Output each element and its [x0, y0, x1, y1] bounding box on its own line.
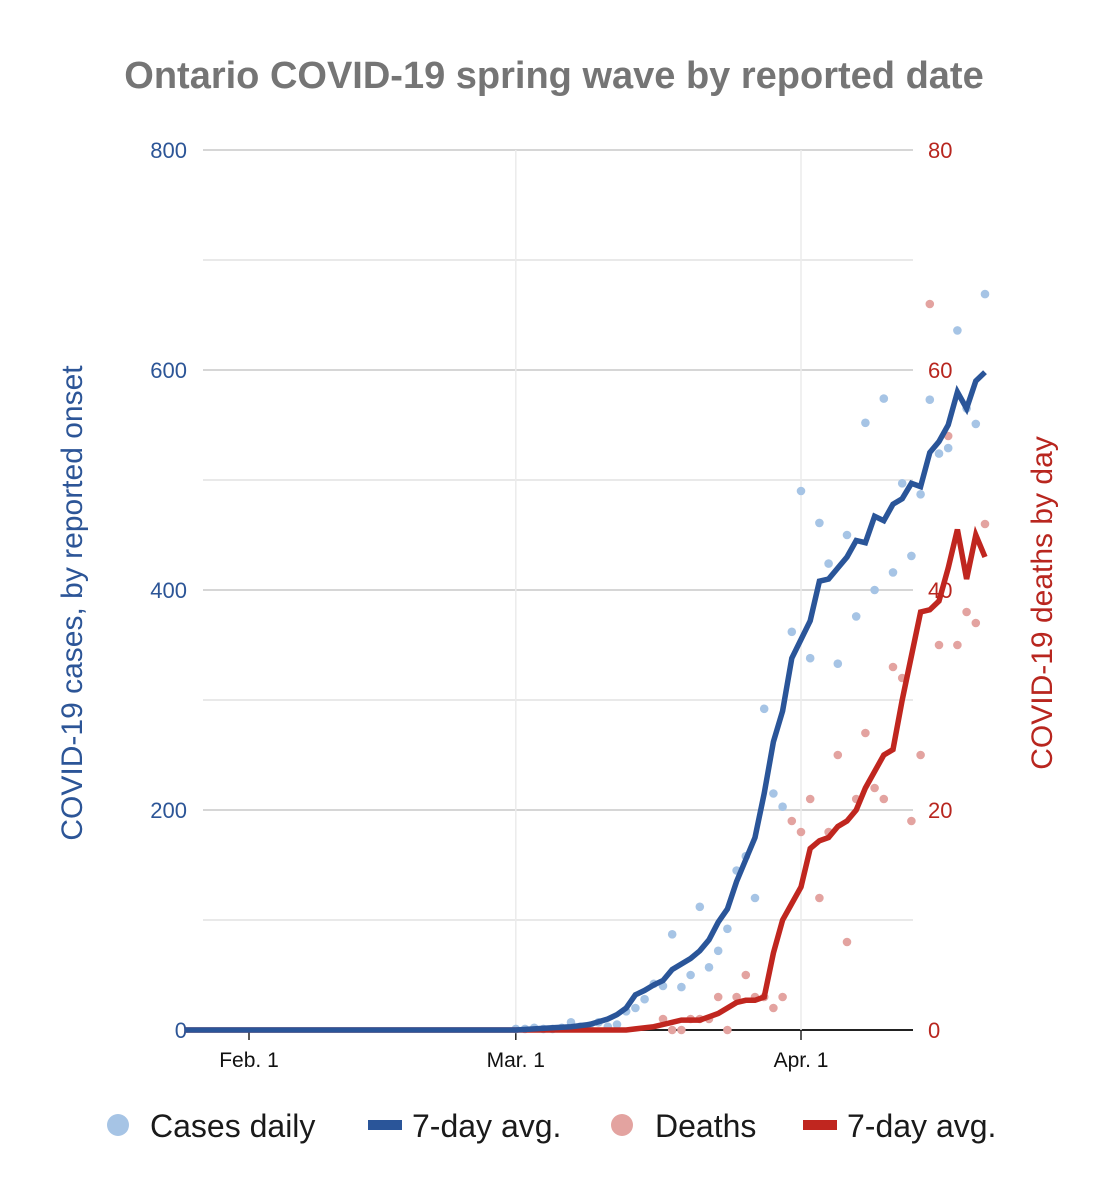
left-tick-label: 200: [150, 798, 187, 823]
gridlines: [203, 149, 913, 1031]
legend: Cases daily 7-day avg. Deaths 7-day avg.: [107, 1108, 996, 1144]
deaths-daily-point: [658, 1014, 668, 1024]
deaths-daily-point: [953, 640, 962, 650]
deaths-daily-series: [658, 299, 990, 1035]
left-tick-label: 600: [150, 358, 187, 383]
legend-deaths-avg-label: 7-day avg.: [847, 1108, 996, 1144]
cases-daily-point: [631, 1003, 640, 1013]
cases-daily-point: [796, 486, 806, 496]
deaths-daily-point: [796, 827, 806, 837]
cases-daily-point: [713, 946, 723, 956]
legend-cases-avg-label: 7-day avg.: [412, 1108, 561, 1144]
cases-daily-point: [907, 551, 916, 561]
deaths-daily-point: [980, 519, 990, 529]
x-tick-label: Feb. 1: [219, 1049, 279, 1072]
deaths-daily-point: [879, 794, 889, 804]
deaths-daily-point: [916, 750, 925, 760]
cases-daily-point: [815, 518, 824, 528]
cases-daily-point: [943, 443, 953, 453]
deaths-daily-point: [962, 607, 971, 617]
legend-cases-avg-marker: [368, 1120, 402, 1130]
legend-deaths-avg-marker: [803, 1120, 837, 1130]
left-axis-label: COVID-19 cases, by reported onset: [56, 365, 89, 841]
cases-daily-point: [667, 930, 677, 939]
cases-daily-point: [723, 924, 732, 934]
cases-daily-point: [677, 982, 686, 992]
deaths-daily-point: [723, 1025, 732, 1035]
cases-daily-point: [980, 289, 990, 299]
cases-daily-point: [888, 568, 898, 577]
cases-7day-avg-line: [184, 370, 987, 1033]
deaths-daily-point: [732, 992, 741, 1002]
cases-daily-point: [640, 994, 649, 1004]
deaths-daily-point: [741, 970, 751, 980]
left-tick-label: 800: [150, 138, 187, 163]
deaths-daily-point: [971, 618, 981, 628]
cases-daily-point: [953, 326, 962, 335]
legend-cases-daily-marker: [107, 1114, 129, 1136]
deaths-daily-point: [778, 992, 787, 1002]
deaths-daily-point: [677, 1025, 686, 1035]
deaths-daily-point: [787, 816, 797, 826]
right-tick-label: 60: [928, 358, 952, 383]
deaths-daily-point: [667, 1025, 677, 1035]
deaths-7day-avg-line: [184, 525, 988, 1033]
deaths-daily-point: [769, 1003, 778, 1013]
deaths-daily-point: [842, 937, 852, 947]
cases-daily-point: [787, 627, 797, 637]
deaths-daily-point: [907, 816, 916, 826]
cases-daily-point: [897, 479, 907, 488]
deaths-daily-point: [870, 783, 879, 793]
left-tick-label: 0: [175, 1018, 187, 1043]
left-tick-label: 400: [150, 578, 187, 603]
cases-daily-point: [686, 970, 695, 980]
cases-daily-point: [879, 394, 889, 403]
deaths-daily-point: [861, 728, 870, 738]
cases-daily-point: [842, 530, 852, 540]
right-tick-label: 20: [928, 798, 952, 823]
x-tick-label: Apr. 1: [774, 1049, 829, 1072]
cases-daily-point: [861, 418, 870, 428]
legend-cases-daily-label: Cases daily: [150, 1108, 315, 1144]
cases-daily-point: [851, 612, 861, 621]
right-tick-label: 0: [928, 1018, 940, 1043]
cases-daily-point: [916, 490, 925, 499]
cases-daily-point: [778, 802, 787, 811]
left-axis-ticks: 0 200 400 600 800: [150, 138, 187, 1043]
chart-title: Ontario COVID-19 spring wave by reported…: [124, 55, 983, 97]
legend-deaths-marker: [611, 1114, 633, 1136]
deaths-daily-point: [925, 299, 935, 309]
cases-daily-point: [695, 902, 705, 912]
cases-daily-point: [971, 419, 981, 429]
cases-daily-series: [511, 289, 990, 1034]
cases-daily-point: [750, 893, 760, 903]
right-axis-label: COVID-19 deaths by day: [1026, 436, 1059, 770]
deaths-daily-point: [934, 640, 944, 650]
deaths-daily-point: [815, 893, 824, 903]
cases-daily-point: [925, 395, 935, 405]
cases-daily-point: [870, 585, 879, 595]
cases-daily-point: [759, 704, 769, 714]
deaths-daily-point: [888, 662, 898, 672]
cases-daily-point: [934, 449, 944, 458]
cases-daily-point: [704, 963, 714, 972]
deaths-daily-point: [833, 750, 843, 760]
series-layer: [184, 289, 990, 1035]
cases-daily-point: [833, 659, 843, 668]
x-axis-ticks: Feb. 1 Mar. 1 Apr. 1: [219, 1030, 828, 1072]
cases-daily-point: [612, 1020, 622, 1029]
cases-daily-point: [824, 559, 833, 568]
x-tick-label: Mar. 1: [487, 1049, 545, 1072]
right-tick-label: 80: [928, 138, 952, 163]
cases-daily-point: [769, 789, 778, 798]
deaths-daily-point: [713, 992, 723, 1002]
deaths-daily-point: [805, 794, 815, 804]
legend-deaths-label: Deaths: [655, 1108, 756, 1144]
cases-daily-point: [805, 653, 815, 663]
